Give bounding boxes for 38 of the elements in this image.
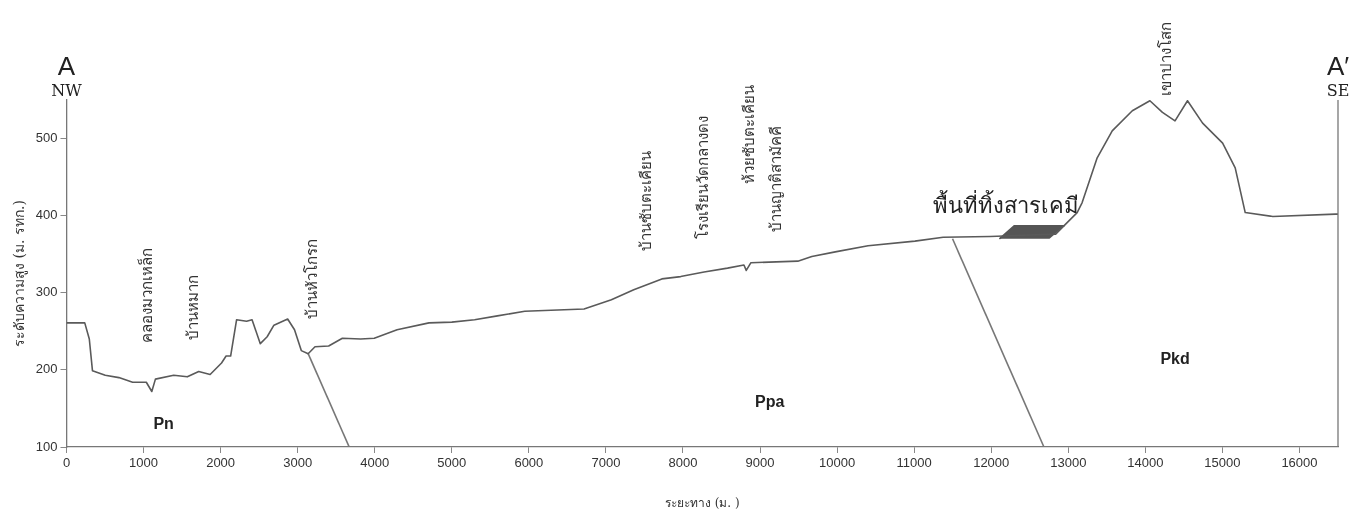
- x-tick-label: 4000: [360, 455, 390, 471]
- x-tick-label: 1000: [129, 455, 159, 471]
- y-tick-label: 100: [35, 438, 58, 454]
- annotation: ห้วยซับตะเคียน: [739, 84, 758, 184]
- y-tick-label: 300: [35, 284, 58, 300]
- x-axis-title: ระยะทาง (ม. ): [664, 495, 740, 510]
- annotation: A NW: [51, 51, 83, 100]
- annotation: คลองมวกเหล็ก: [137, 247, 157, 343]
- y-tick-label: 500: [35, 130, 58, 146]
- annotation: A′ SE: [1326, 51, 1350, 100]
- annotation: Pn: [153, 415, 174, 433]
- x-tick-label: 6000: [514, 455, 544, 471]
- annotation: Ppa: [754, 392, 785, 410]
- y-axis-title: ระดับความสูง (ม. รทก.): [11, 200, 29, 347]
- annotation: บ้านหมาก: [184, 274, 203, 340]
- x-tick-label: 5000: [437, 455, 467, 471]
- x-tick-label: 8000: [668, 455, 698, 471]
- x-tick-label: 14000: [1127, 455, 1164, 471]
- annotation: Pkd: [1160, 350, 1190, 368]
- y-tick-label: 200: [35, 361, 58, 377]
- x-tick-label: 7000: [591, 455, 621, 471]
- x-tick-label: 13000: [1050, 455, 1087, 471]
- annotation: บ้านหัวโกรก: [302, 238, 321, 319]
- annotation: บ้านซับตะเคียน: [636, 151, 655, 252]
- x-tick-label: 9000: [745, 455, 775, 471]
- x-tick-label: 10000: [819, 455, 856, 471]
- x-tick-label: 2000: [206, 455, 236, 471]
- annotation: พื้นที่ทิ้งสารเคมี: [932, 190, 1079, 219]
- x-tick-label: 16000: [1281, 455, 1318, 471]
- annotation: บ้านญาติสามัคคี: [767, 125, 786, 232]
- x-tick-label: 15000: [1204, 455, 1241, 471]
- x-tick-label: 12000: [973, 455, 1010, 471]
- y-tick-label: 400: [35, 207, 58, 223]
- text: เขาปางโสก: [1157, 22, 1176, 96]
- x-tick-label: 0: [62, 455, 71, 471]
- x-tick-label: 11000: [896, 455, 932, 471]
- x-tick-label: 3000: [283, 455, 313, 471]
- annotation: โรงเรียนวัดกลางดง: [694, 115, 713, 239]
